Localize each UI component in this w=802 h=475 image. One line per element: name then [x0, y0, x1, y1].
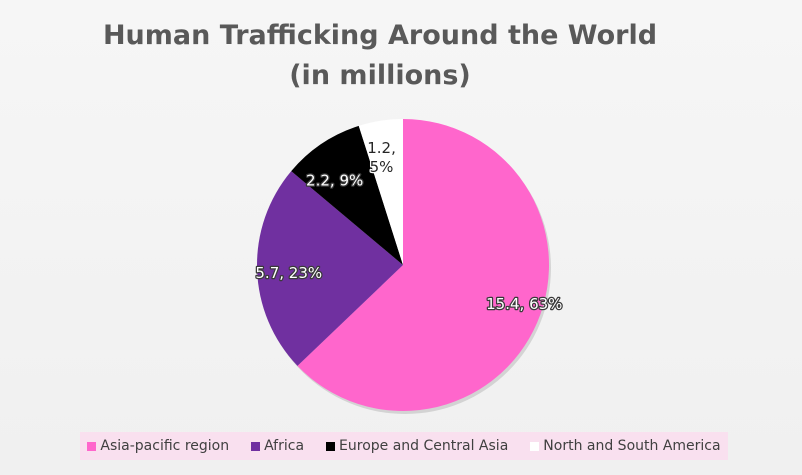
legend: Asia-pacific region Africa Europe and Ce… — [80, 432, 728, 460]
legend-label-europe-central-asia: Europe and Central Asia — [339, 438, 509, 454]
legend-label-asia-pacific: Asia-pacific region — [100, 438, 230, 454]
chart-title-line2: (in millions) — [289, 60, 471, 91]
legend-swatch-europe-central-asia — [326, 441, 336, 451]
pie-slice-north-south-america — [358, 119, 403, 265]
slice-label-asia-pacific: 15.4, 63% — [486, 295, 562, 313]
slice-label-africa: 5.7, 23% — [255, 264, 322, 282]
chart-title-line1: Human Trafficking Around the World — [102, 20, 658, 51]
legend-item-asia-pacific: Asia-pacific region — [87, 438, 229, 454]
legend-label-north-south-america: North and South America — [543, 438, 721, 454]
pie-slice-asia-pacific — [297, 119, 549, 411]
pie-slice-europe-central-asia — [291, 125, 403, 265]
legend-swatch-north-south-america — [530, 441, 540, 451]
slice-label-north-south-america: 1.2, 5% — [367, 139, 396, 176]
legend-item-africa: Africa — [251, 438, 304, 454]
chart-title: Human Trafficking Around the World (in m… — [0, 16, 760, 96]
legend-item-north-south-america: North and South America — [530, 438, 721, 454]
slice-label-europe-central-asia: 2.2, 9% — [306, 171, 363, 189]
pie-slice-africa — [257, 171, 403, 366]
legend-swatch-asia-pacific — [87, 441, 97, 451]
legend-label-africa: Africa — [264, 438, 305, 454]
legend-swatch-africa — [251, 441, 261, 451]
legend-item-europe-central-asia: Europe and Central Asia — [326, 438, 508, 454]
